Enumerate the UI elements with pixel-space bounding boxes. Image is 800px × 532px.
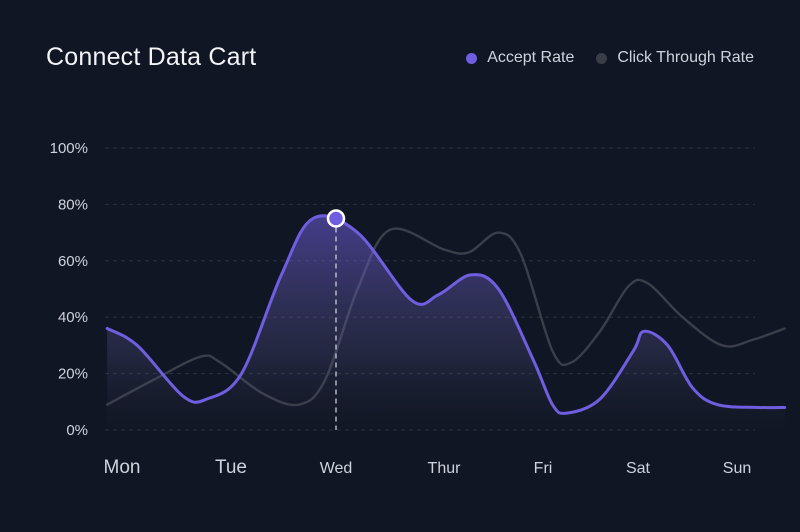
chart-title: Connect Data Cart <box>46 43 257 71</box>
y-tick-label: 60% <box>58 253 88 270</box>
x-tick-label: Tue <box>215 457 247 478</box>
y-tick-label: 0% <box>66 422 88 439</box>
x-tick-label: Sun <box>723 460 751 477</box>
chart-legend: Accept Rate Click Through Rate <box>466 49 754 67</box>
y-tick-label: 100% <box>50 140 88 157</box>
y-tick-label: 20% <box>58 366 88 383</box>
x-tick-label: Wed <box>320 460 353 477</box>
accept-rate-area <box>107 215 785 430</box>
highlight-point <box>326 209 346 228</box>
legend-item-accept-rate[interactable]: Accept Rate <box>466 49 574 67</box>
chart-header: Connect Data Cart Accept Rate Click Thro… <box>0 0 800 110</box>
accept-rate-line <box>105 214 787 415</box>
legend-label-accept-rate: Accept Rate <box>487 49 575 66</box>
legend-item-click-through-rate[interactable]: Click Through Rate <box>596 49 754 67</box>
x-tick-label: Mon <box>104 457 141 478</box>
legend-swatch-click-through-rate <box>596 52 608 64</box>
y-tick-label: 80% <box>58 196 88 213</box>
y-tick-label: 40% <box>58 309 88 326</box>
x-tick-label: Sat <box>626 460 651 477</box>
legend-swatch-accept-rate <box>466 52 478 64</box>
x-tick-label: Thur <box>428 460 462 477</box>
legend-label-click-through-rate: Click Through Rate <box>617 49 754 66</box>
x-tick-label: Fri <box>534 460 553 477</box>
